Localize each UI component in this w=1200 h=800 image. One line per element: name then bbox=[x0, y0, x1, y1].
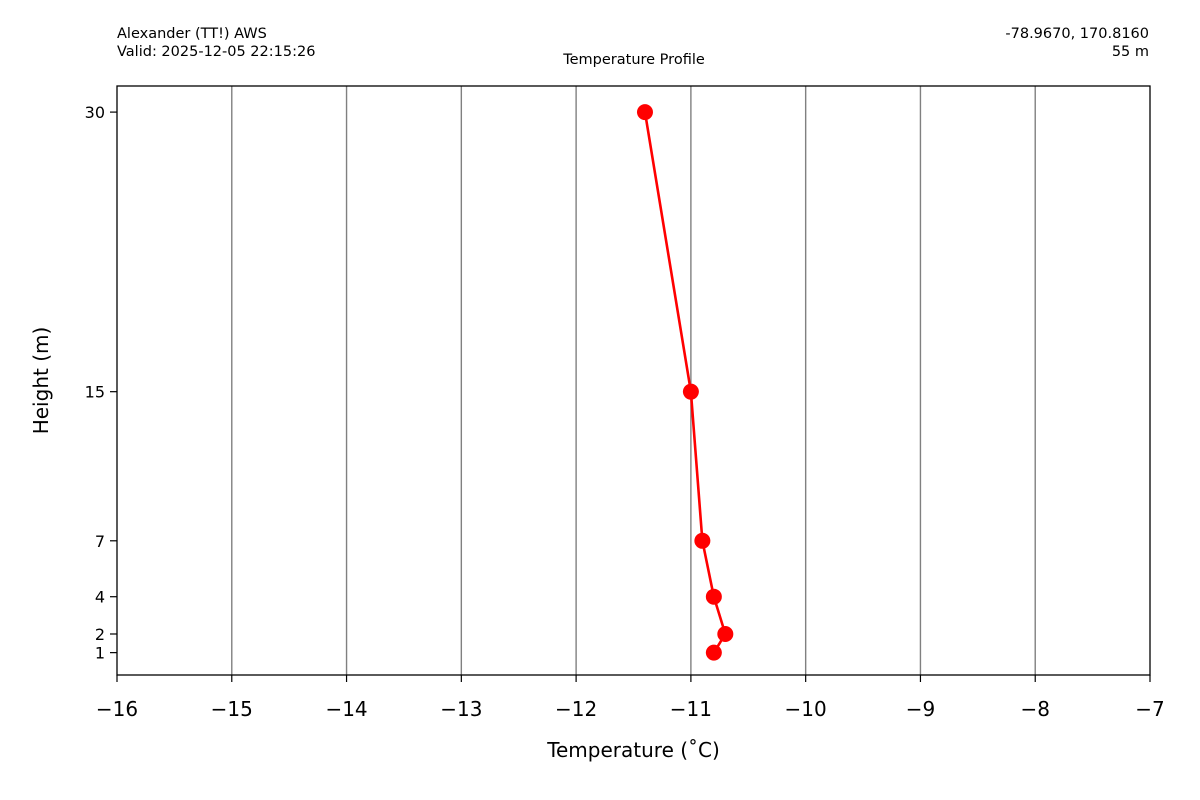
data-point bbox=[694, 532, 711, 549]
temperature-series bbox=[636, 104, 734, 661]
y-tick-label: 1 bbox=[95, 644, 105, 663]
y-tick-label: 4 bbox=[95, 588, 105, 607]
x-tick-label: −11 bbox=[670, 697, 712, 721]
grid-lines bbox=[231, 86, 1036, 675]
x-tick-label: −14 bbox=[325, 697, 367, 721]
header-right: -78.9670, 170.8160 55 m bbox=[1005, 25, 1149, 61]
y-tick-label: 30 bbox=[85, 103, 105, 122]
series-line bbox=[643, 111, 727, 654]
data-point bbox=[682, 383, 699, 400]
y-tick-label: 15 bbox=[85, 383, 105, 402]
x-axis-ticks: −16 −15 −14 −13 −12 −11 −10 −9 −8 −7 bbox=[96, 675, 1165, 721]
chart-title: Temperature Profile bbox=[563, 52, 705, 68]
y-axis-ticks: 12 4 7 15 30 bbox=[85, 103, 117, 663]
valid-time: Valid: 2025-12-05 22:15:26 bbox=[117, 44, 316, 60]
data-point bbox=[636, 104, 653, 121]
x-tick-label: −15 bbox=[211, 697, 253, 721]
y-axis-label: Height (m) bbox=[29, 327, 53, 435]
x-tick-label: −16 bbox=[96, 697, 138, 721]
data-point bbox=[705, 588, 722, 605]
x-tick-label: −8 bbox=[1020, 697, 1049, 721]
x-tick-label: −9 bbox=[906, 697, 935, 721]
x-tick-label: −12 bbox=[555, 697, 597, 721]
station-elevation: 55 m bbox=[1111, 44, 1149, 60]
data-point bbox=[705, 644, 722, 661]
data-point bbox=[717, 625, 734, 642]
x-tick-label: −7 bbox=[1135, 697, 1164, 721]
station-coordinates: -78.9670, 170.8160 bbox=[1005, 26, 1149, 42]
x-tick-label: −13 bbox=[440, 697, 482, 721]
x-axis-label: Temperature (˚C) bbox=[546, 738, 720, 762]
plot-frame bbox=[116, 85, 1151, 676]
x-tick-label: −10 bbox=[785, 697, 827, 721]
header-left: Alexander (TT!) AWS Valid: 2025-12-05 22… bbox=[117, 25, 315, 61]
y-tick-label: 7 bbox=[95, 532, 105, 551]
station-name: Alexander (TT!) AWS bbox=[117, 26, 267, 42]
y-tick-label: 2 bbox=[95, 625, 105, 644]
